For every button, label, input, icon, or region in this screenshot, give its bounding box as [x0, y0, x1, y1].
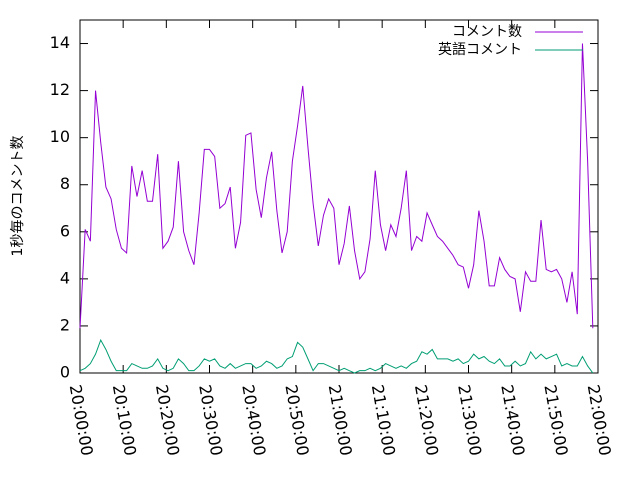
legend-label: 英語コメント	[438, 41, 522, 58]
x-tick-label: 22:00:00	[584, 383, 615, 457]
x-tick-label: 20:40:00	[238, 383, 269, 457]
x-tick-label: 21:20:00	[411, 383, 442, 457]
x-tick-label: 20:50:00	[281, 383, 312, 457]
y-tick-label: 0	[60, 363, 70, 382]
x-tick-label: 21:50:00	[540, 383, 571, 457]
series-line	[79, 43, 594, 329]
y-tick-label: 10	[50, 127, 70, 146]
y-tick-label: 12	[50, 80, 70, 99]
plot-frame	[79, 19, 599, 374]
x-tick-label: 21:00:00	[325, 383, 356, 457]
y-tick-label: 8	[60, 174, 70, 193]
x-tick-label: 21:30:00	[454, 383, 485, 457]
x-tick-label: 20:10:00	[109, 383, 140, 457]
legend-label: コメント数	[452, 24, 522, 40]
x-tick-label: 20:20:00	[152, 383, 183, 457]
x-tick-label: 21:40:00	[497, 383, 528, 457]
x-tick-label: 20:00:00	[66, 383, 97, 457]
series-line	[79, 338, 594, 374]
x-tick-label: 20:30:00	[195, 383, 226, 457]
y-tick-label: 2	[60, 315, 70, 334]
y-tick-label: 6	[60, 221, 70, 240]
y-tick-label: 14	[50, 33, 70, 52]
x-tick-label: 21:10:00	[368, 383, 399, 457]
y-axis-label: 1秒毎のコメント数	[10, 136, 26, 257]
y-tick-label: 4	[60, 268, 70, 287]
